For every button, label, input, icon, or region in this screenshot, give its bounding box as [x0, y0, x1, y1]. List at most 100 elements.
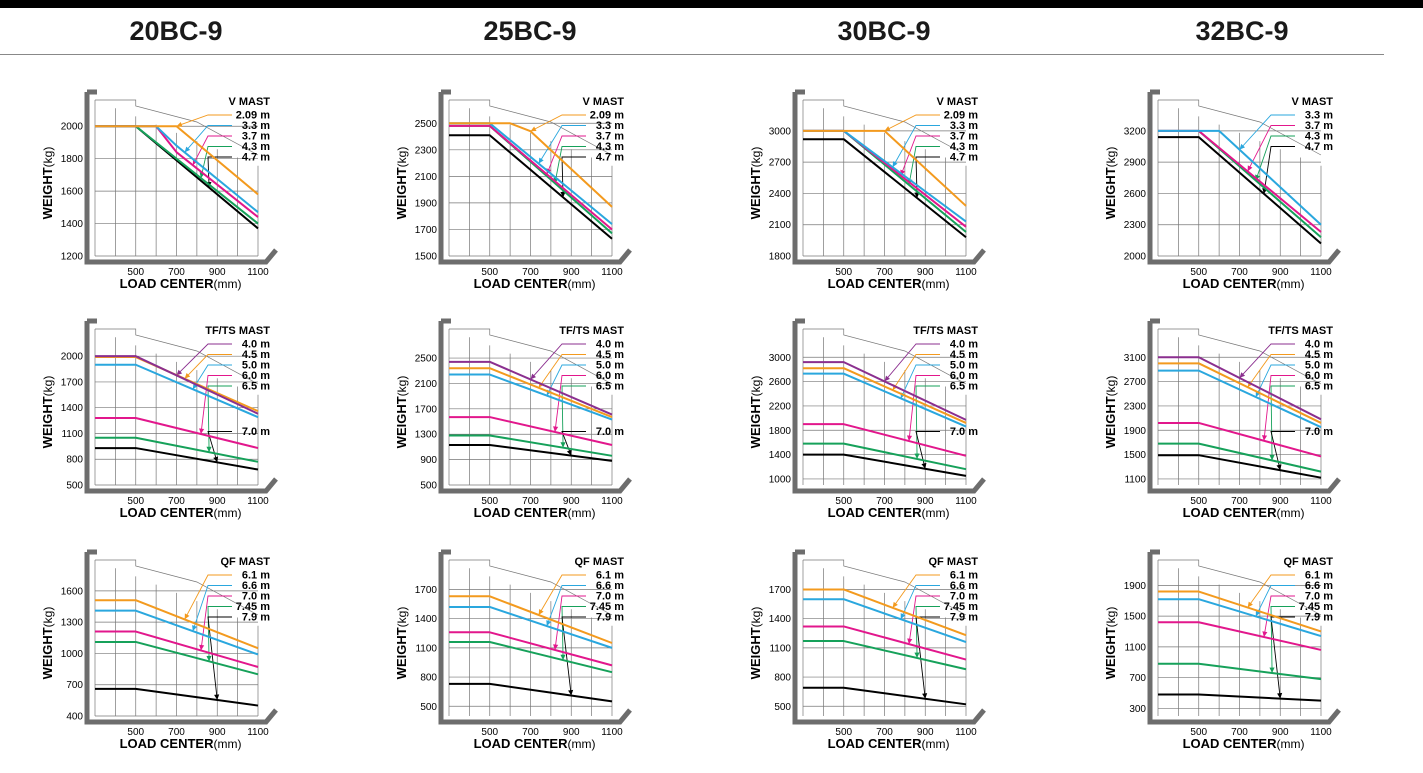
legend-arrowhead: [900, 613, 906, 620]
legend-label: 6.1 m: [596, 570, 624, 582]
x-axis-label: LOAD CENTER(mm): [828, 736, 950, 751]
legend-arrowhead: [560, 191, 566, 198]
legend-title: V MAST: [936, 96, 978, 108]
y-axis-label: WEIGHT(kg): [394, 376, 409, 449]
series-line-4-0-m: [449, 360, 613, 416]
y-tick-label: 3100: [1124, 353, 1147, 364]
y-tick-label: 2000: [61, 122, 84, 133]
chart-32bc-9-tf-ts-mast: 1100 1500 1900 2300 2700 3100 500 700 900 1100 LOA…: [1103, 318, 1341, 520]
x-axis-label: LOAD CENTER(mm): [828, 276, 950, 291]
legend-title: TF/TS MAST: [205, 325, 270, 337]
legend-arrowhead: [922, 693, 928, 699]
legend-leader: [207, 385, 232, 453]
x-axis-label: LOAD CENTER(mm): [474, 505, 596, 520]
series-line-6-0-m: [1158, 421, 1322, 458]
legend-label: 7.9 m: [1305, 612, 1333, 624]
x-tick-label: 500: [835, 267, 852, 278]
y-axis-label-unit: (kg): [749, 147, 763, 168]
y-tick-label: 1700: [415, 225, 438, 236]
y-tick-label: 1100: [415, 643, 437, 654]
legend-arrowhead: [884, 126, 891, 131]
x-tick-label: 500: [1190, 496, 1207, 507]
y-axis-label-bold: WEIGHT: [394, 627, 409, 679]
model-title-30bc: 30BC-9: [837, 16, 931, 46]
legend-label: 6.5 m: [1305, 381, 1333, 393]
x-axis-label-unit: (mm): [1276, 277, 1304, 291]
y-tick-label: 1700: [415, 404, 438, 415]
x-tick-label: 1100: [601, 727, 623, 738]
legend-label: 3.7 m: [242, 131, 270, 143]
grid-outline: [1158, 559, 1322, 616]
y-tick-label: 1900: [415, 198, 438, 209]
legend-label: 6.5 m: [596, 381, 624, 393]
y-axis-label: WEIGHT(kg): [394, 147, 409, 220]
series-line-6-0-m: [95, 417, 259, 450]
series-line-7-0-m: [449, 444, 613, 462]
series-line-6-6-m: [449, 605, 613, 649]
x-tick-label: 900: [917, 727, 934, 738]
x-tick-label: 900: [209, 727, 226, 738]
chart-20bc-9-v-mast: 1200 1400 1600 1800 2000 500 700 900 1100 LOAD CE…: [40, 89, 278, 291]
legend-leader: [1270, 431, 1295, 471]
series-line-4-5-m: [1158, 362, 1322, 424]
y-axis-label-bold: WEIGHT: [40, 627, 55, 679]
x-tick-label: 1100: [601, 267, 623, 278]
model-title-32bc: 32BC-9: [1195, 16, 1289, 46]
series-line-6-1-m: [1158, 590, 1322, 633]
x-tick-label: 700: [876, 496, 893, 507]
x-axis-label-unit: (mm): [921, 506, 949, 520]
legend-arrowhead: [914, 453, 920, 459]
legend-leader: [176, 343, 232, 376]
grid-outline: [1158, 99, 1322, 156]
legend-leader: [900, 585, 940, 620]
legend-arrowhead: [1255, 610, 1261, 617]
y-axis-label: WEIGHT(kg): [40, 147, 55, 220]
y-tick-label: 300: [1129, 704, 1146, 715]
legend-leader: [1239, 114, 1295, 150]
series-line-4-0-m: [1158, 356, 1322, 421]
series-line-2-09-m: [449, 122, 613, 208]
top-bar: [0, 0, 1423, 8]
legend-label: 4.3 m: [596, 141, 624, 153]
x-tick-label: 1100: [955, 267, 977, 278]
y-tick-label: 2600: [1124, 189, 1147, 200]
legend-label: 3.7 m: [950, 131, 978, 143]
series-line-6-6-m: [95, 609, 259, 656]
legend-leader: [554, 375, 586, 433]
series-line-4-7-m: [803, 138, 967, 239]
y-axis-label-unit: (kg): [395, 607, 409, 628]
x-axis-label-unit: (mm): [213, 737, 241, 751]
series-line-6-1-m: [95, 599, 259, 650]
x-axis-label-unit: (mm): [567, 506, 595, 520]
legend-arrowhead: [206, 655, 212, 662]
x-axis-label-bold: LOAD CENTER: [1183, 736, 1278, 751]
legend-label: 4.7 m: [596, 152, 624, 164]
legend-label: 4.7 m: [1305, 141, 1333, 153]
legend-leader: [184, 574, 232, 620]
y-axis-label-unit: (kg): [749, 607, 763, 628]
y-axis-label-bold: WEIGHT: [40, 396, 55, 448]
x-tick-label: 700: [168, 496, 185, 507]
legend-arrowhead: [560, 442, 566, 448]
series-line-6-5-m: [95, 436, 259, 463]
legend-label: 7.0 m: [242, 426, 270, 438]
legend-arrowhead: [907, 638, 913, 645]
x-axis-label-bold: LOAD CENTER: [828, 736, 923, 751]
series-line-6-0-m: [449, 416, 613, 446]
series-line-7-9-m: [803, 686, 967, 706]
x-axis-label: LOAD CENTER(mm): [1183, 505, 1305, 520]
legend-arrowhead: [1269, 667, 1275, 673]
legend-title: QF MAST: [221, 556, 271, 568]
legend-arrowhead: [566, 449, 572, 456]
chart-32bc-9-v-mast: 2000 2300 2600 2900 3200 500 700 900 1100 LOAD CE…: [1103, 89, 1341, 291]
y-tick-label: 2300: [1124, 220, 1147, 231]
x-tick-label: 500: [481, 496, 498, 507]
axis-frame: [438, 321, 632, 494]
x-tick-label: 1100: [247, 496, 269, 507]
legend-label: 4.5 m: [596, 349, 624, 361]
x-tick-label: 900: [209, 267, 226, 278]
grid-outline: [803, 99, 967, 156]
y-tick-label: 2000: [61, 352, 84, 363]
x-axis-label-bold: LOAD CENTER: [120, 276, 215, 291]
y-axis-label: WEIGHT(kg): [394, 607, 409, 680]
